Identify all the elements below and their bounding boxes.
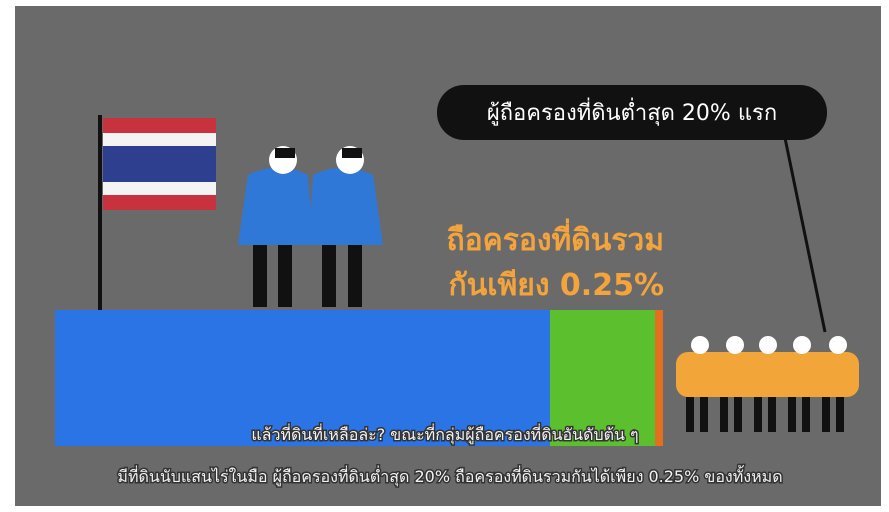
rich-figures [238,146,383,307]
thai-flag [103,118,216,210]
poor-figures [676,336,859,432]
subtitle: มีที่ดินนับแสนไร่ในมือ ผู้ถือครองที่ดินต… [117,465,782,487]
highlight-line: กันเพียง 0.25% [449,268,664,303]
bar-green [550,310,655,446]
bar-orange [655,310,663,446]
speech-bubble [437,85,827,140]
bubble-tail [783,137,827,333]
bar-blue [55,310,550,446]
subtitle: แล้วที่ดินที่เหลือล่ะ? ขณะที่กลุ่มผู้ถือ… [251,423,638,445]
highlight-line: ถือครองที่ดินรวม [446,218,664,258]
bubble-text: ผู้ถือครองที่ดินต่ำสุด 20% แรก [487,97,777,126]
